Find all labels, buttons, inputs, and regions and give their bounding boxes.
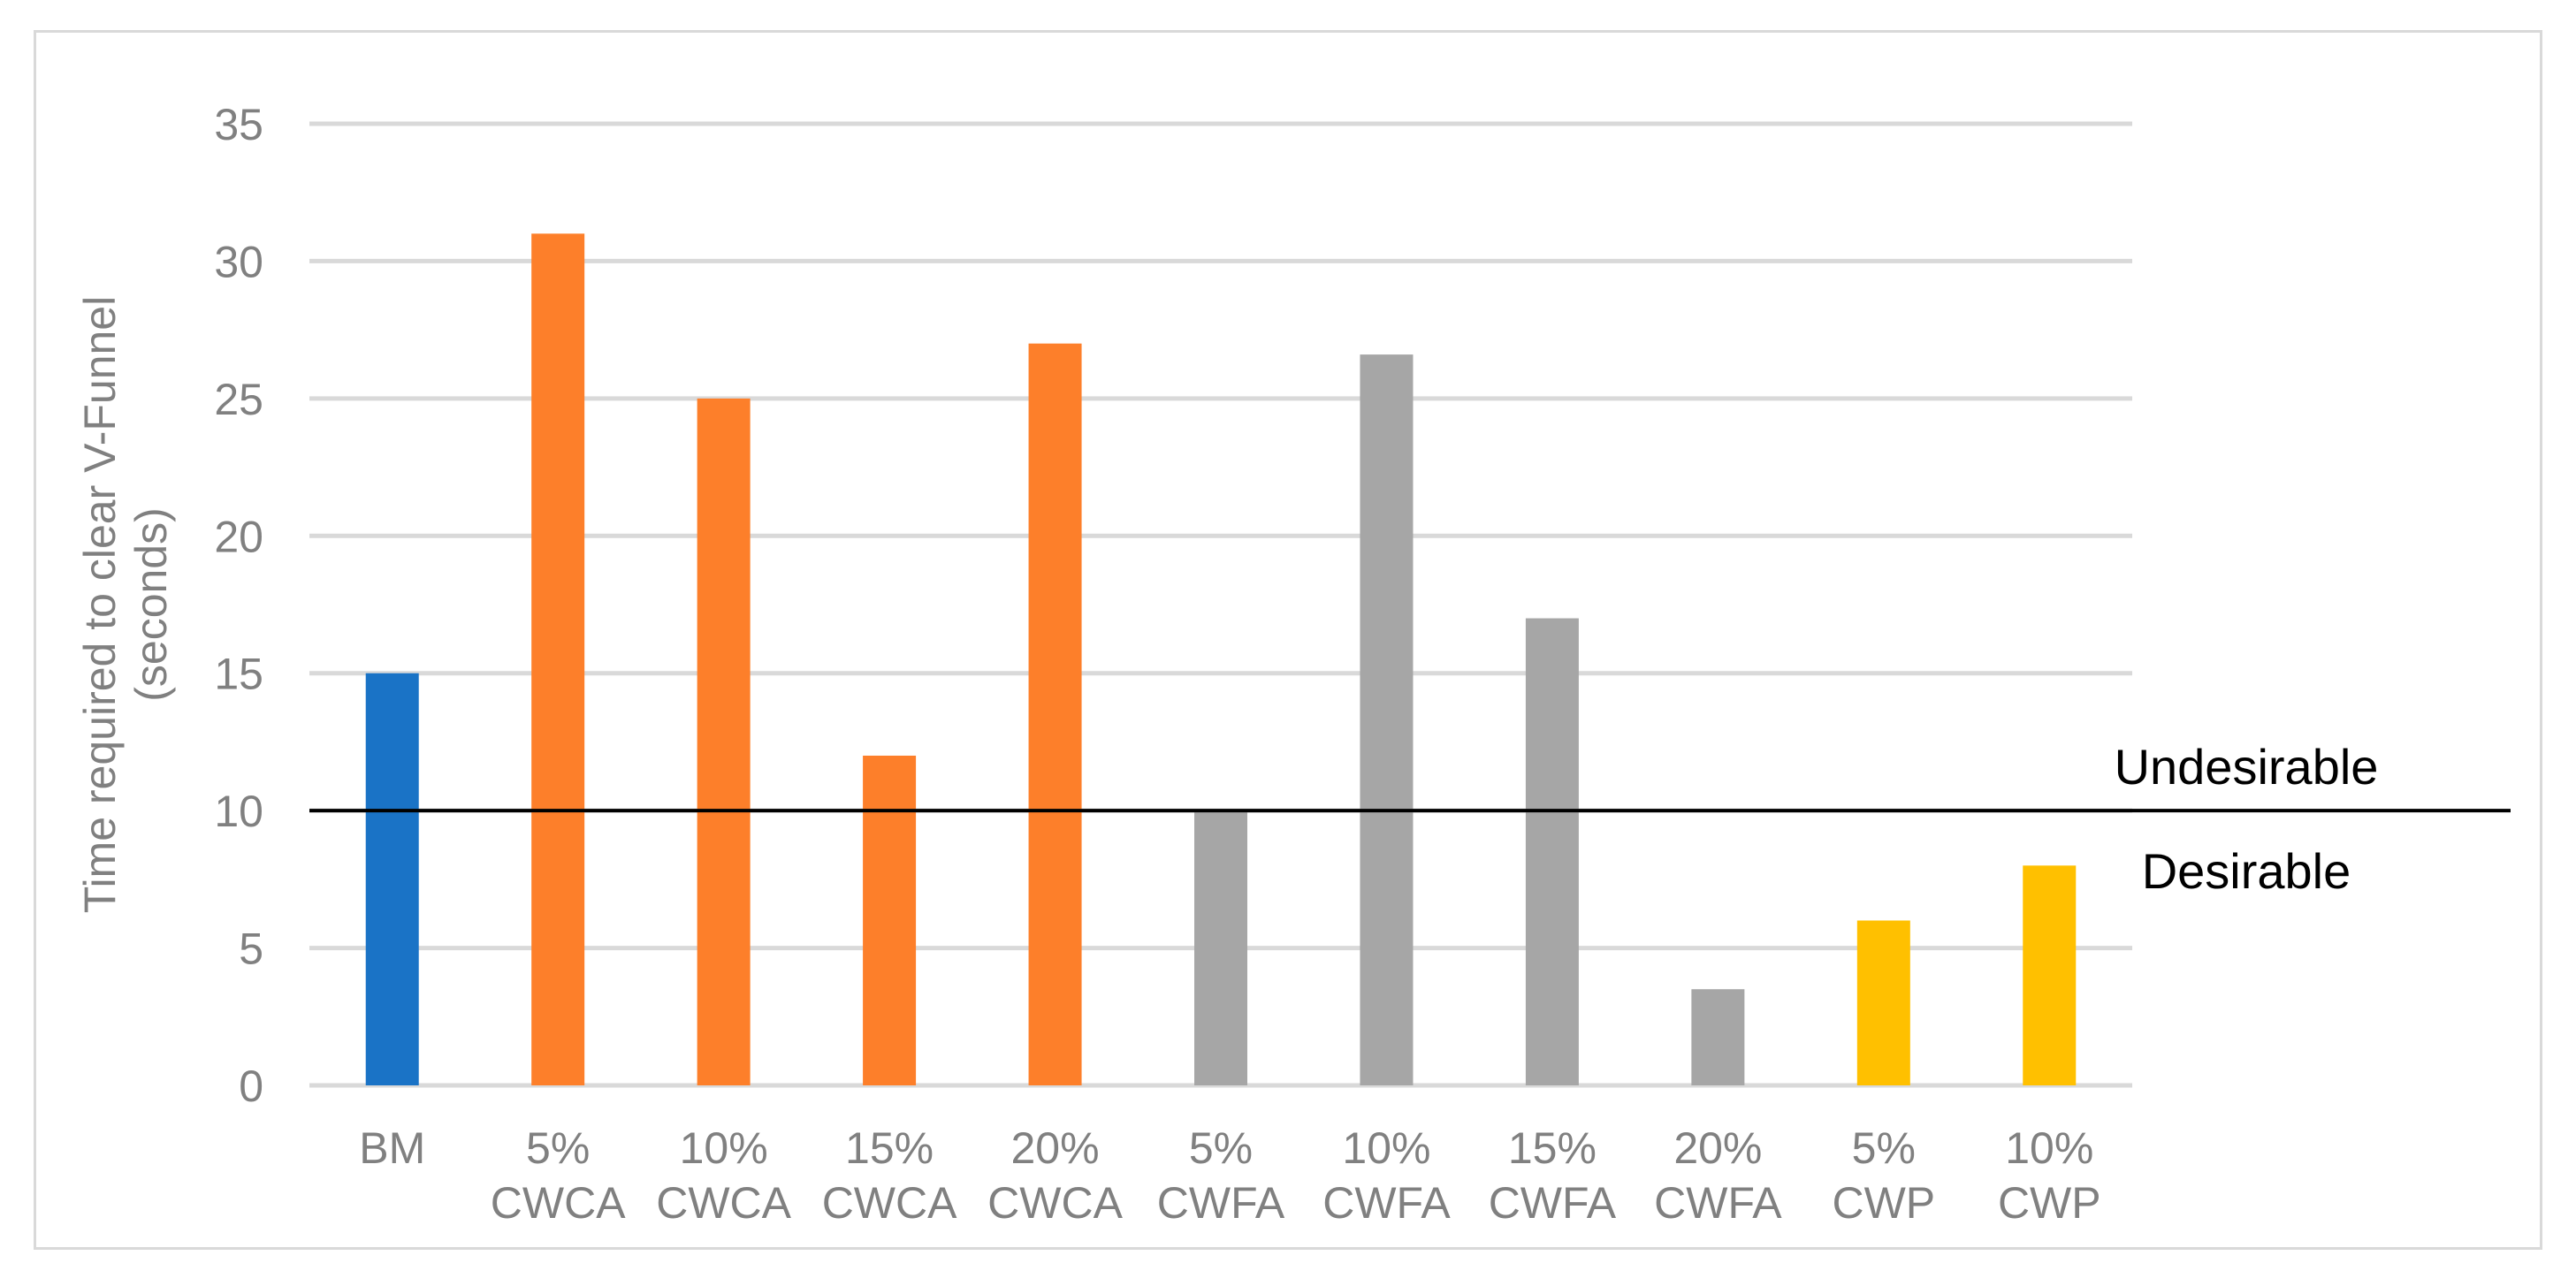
- bar: [1194, 810, 1247, 1085]
- bar: [697, 398, 751, 1085]
- x-tick-label: 5% CWP: [1832, 1123, 1935, 1228]
- x-tick-label: 5% CWFA: [1157, 1123, 1285, 1228]
- x-axis-ticks: BM 5% CWCA 10% CWCA 15% CWCA 20% CWCA 5% CWFA 10% CW…: [359, 1123, 2100, 1228]
- gridlines: [309, 121, 2132, 1088]
- bar: [1856, 920, 1910, 1085]
- x-tick-label: 20% CWFA: [1654, 1123, 1782, 1228]
- y-tick-label: 0: [239, 1062, 263, 1111]
- x-tick-label: 20% CWCA: [987, 1123, 1123, 1228]
- x-tick-label: 10% CWP: [1998, 1123, 2101, 1228]
- bar: [1360, 354, 1414, 1085]
- threshold-group: Undesirable Desirable: [309, 739, 2511, 899]
- y-tick-label: 10: [214, 787, 263, 836]
- y-tick-label: 35: [214, 100, 263, 149]
- y-tick-label: 15: [214, 650, 263, 699]
- bars: [365, 233, 2077, 1086]
- desirable-label: Desirable: [2142, 843, 2351, 899]
- y-axis-title: Time required to clear V-Funnel(seconds): [75, 296, 176, 913]
- x-tick-label: 15% CWFA: [1489, 1123, 1617, 1228]
- x-tick-label: 15% CWCA: [822, 1123, 957, 1228]
- y-axis-ticks: 0 5 10 15 20 25 30 35: [214, 100, 263, 1111]
- bar: [365, 673, 419, 1085]
- x-tick-label: BM: [359, 1123, 425, 1173]
- x-tick-label: 5% CWCA: [491, 1123, 626, 1228]
- x-tick-label: 10% CWFA: [1322, 1123, 1451, 1228]
- y-tick-label: 30: [214, 237, 263, 286]
- bar: [531, 233, 585, 1085]
- y-tick-label: 20: [214, 512, 263, 561]
- y-tick-label: 5: [239, 925, 263, 974]
- bar: [1525, 618, 1579, 1085]
- bar: [863, 755, 917, 1085]
- undesirable-label: Undesirable: [2115, 739, 2379, 795]
- bar: [1691, 989, 1745, 1085]
- chart-frame: [34, 30, 2542, 1250]
- y-axis-label: Time required to clear V-Funnel(seconds): [75, 296, 176, 913]
- bar: [1028, 343, 1082, 1086]
- bar: [2023, 865, 2077, 1085]
- y-tick-label: 25: [214, 375, 263, 424]
- x-tick-label: 10% CWCA: [656, 1123, 791, 1228]
